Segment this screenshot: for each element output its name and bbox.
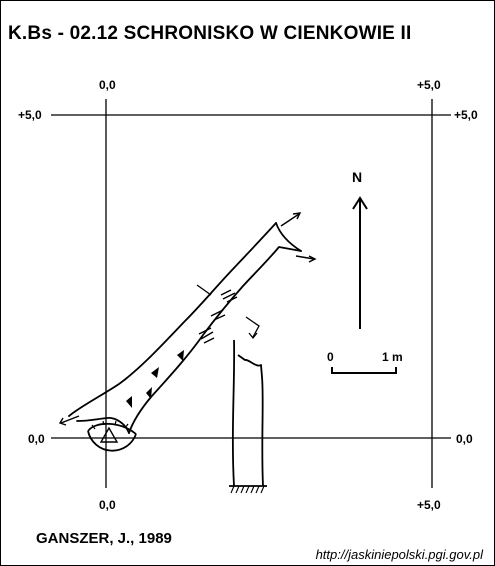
cave-profile bbox=[229, 339, 267, 494]
north-label: N bbox=[352, 169, 363, 185]
cave-outline bbox=[68, 222, 302, 434]
entrance-circle bbox=[87, 420, 137, 452]
grid-label-bottom-left: 0,0 bbox=[99, 498, 116, 512]
grid-label-top-right: +5,0 bbox=[417, 78, 441, 92]
grid-label-left-bottom: 0,0 bbox=[28, 432, 45, 446]
grid-label-bottom-right: +5,0 bbox=[417, 498, 441, 512]
rock-marks bbox=[126, 350, 184, 408]
scale-bar-icon bbox=[331, 367, 397, 374]
source-url[interactable]: http://jaskiniepolski.pgi.gov.pl bbox=[315, 547, 483, 562]
north-arrow-icon bbox=[352, 196, 368, 329]
continuation-arrows bbox=[58, 212, 317, 426]
scale-end-label: 1 m bbox=[382, 350, 403, 364]
section-marker bbox=[196, 284, 260, 340]
grid-label-right-bottom: 0,0 bbox=[456, 432, 473, 446]
map-title: K.Bs - 02.12 SCHRONISKO W CIENKOWIE II bbox=[8, 23, 412, 44]
grid-label-left-top: +5,0 bbox=[18, 108, 42, 122]
author-credit: GANSZER, J., 1989 bbox=[36, 530, 172, 547]
slope-hatching bbox=[198, 289, 238, 344]
grid-label-right-top: +5,0 bbox=[454, 108, 478, 122]
scale-start-label: 0 bbox=[327, 350, 334, 364]
grid-label-top-left: 0,0 bbox=[99, 78, 116, 92]
entrance-triangle-icon bbox=[99, 426, 119, 443]
